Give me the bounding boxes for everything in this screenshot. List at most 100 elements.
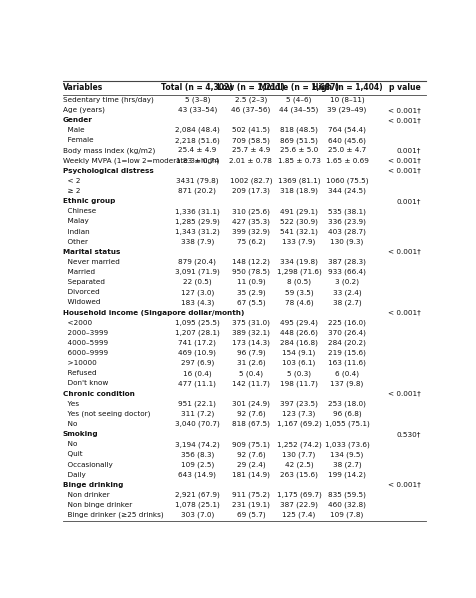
Text: Total (n = 4,302): Total (n = 4,302) <box>161 83 233 92</box>
Text: 154 (9.1): 154 (9.1) <box>282 350 315 356</box>
Text: 477 (11.1): 477 (11.1) <box>178 380 216 387</box>
Text: 491 (29.1): 491 (29.1) <box>279 208 317 215</box>
Text: < 0.001†: < 0.001† <box>387 168 420 174</box>
Text: 109 (7.8): 109 (7.8) <box>330 512 363 518</box>
Text: 389 (32.1): 389 (32.1) <box>231 329 269 336</box>
Text: Widowed: Widowed <box>62 300 100 306</box>
Text: 460 (32.8): 460 (32.8) <box>327 502 365 508</box>
Text: 3,194 (74.2): 3,194 (74.2) <box>175 441 219 447</box>
Text: 183 (4.3): 183 (4.3) <box>180 299 214 306</box>
Text: Smoking: Smoking <box>62 431 98 437</box>
Text: 6 (0.4): 6 (0.4) <box>334 370 358 377</box>
Text: 871 (20.2): 871 (20.2) <box>178 188 216 194</box>
Text: 1,055 (75.1): 1,055 (75.1) <box>324 421 368 427</box>
Text: 818 (67.5): 818 (67.5) <box>231 421 269 427</box>
Text: 5 (4–6): 5 (4–6) <box>286 97 311 103</box>
Text: 375 (31.0): 375 (31.0) <box>231 319 269 326</box>
Text: 1369 (81.1): 1369 (81.1) <box>277 178 319 184</box>
Text: 173 (14.3): 173 (14.3) <box>231 340 269 346</box>
Text: Male: Male <box>62 127 84 133</box>
Text: 2.5 (2–3): 2.5 (2–3) <box>234 97 267 103</box>
Text: 869 (51.5): 869 (51.5) <box>279 137 317 144</box>
Text: Refused: Refused <box>62 370 96 376</box>
Text: 199 (14.2): 199 (14.2) <box>327 471 365 478</box>
Text: Quit: Quit <box>62 451 82 457</box>
Text: 1,252 (74.2): 1,252 (74.2) <box>276 441 321 447</box>
Text: 35 (2.9): 35 (2.9) <box>236 289 265 295</box>
Text: < 0.001†: < 0.001† <box>387 390 420 396</box>
Text: 43 (33–54): 43 (33–54) <box>178 106 217 113</box>
Text: 1,336 (31.1): 1,336 (31.1) <box>175 208 219 215</box>
Text: 1,095 (25.5): 1,095 (25.5) <box>175 319 219 326</box>
Text: 219 (15.6): 219 (15.6) <box>327 350 365 356</box>
Text: Indian: Indian <box>62 228 89 234</box>
Text: Don't know: Don't know <box>62 380 108 386</box>
Text: <2000: <2000 <box>62 320 91 326</box>
Text: 46 (37–56): 46 (37–56) <box>231 106 270 113</box>
Text: 2,921 (67.9): 2,921 (67.9) <box>175 492 219 498</box>
Text: 181 (14.9): 181 (14.9) <box>231 471 269 478</box>
Text: 1,343 (31.2): 1,343 (31.2) <box>175 228 219 235</box>
Text: 909 (75.1): 909 (75.1) <box>231 441 269 447</box>
Text: 134 (9.5): 134 (9.5) <box>330 451 363 457</box>
Text: 263 (15.6): 263 (15.6) <box>279 471 317 478</box>
Text: < 0.001†: < 0.001† <box>387 158 420 164</box>
Text: < 2: < 2 <box>62 178 80 184</box>
Text: 311 (7.2): 311 (7.2) <box>180 411 214 417</box>
Text: 25.0 ± 4.7: 25.0 ± 4.7 <box>327 148 366 154</box>
Text: 109 (2.5): 109 (2.5) <box>180 461 214 468</box>
Text: 198 (11.7): 198 (11.7) <box>279 380 317 387</box>
Text: 92 (7.6): 92 (7.6) <box>236 451 265 457</box>
Text: 2,084 (48.4): 2,084 (48.4) <box>175 127 219 133</box>
Text: 399 (32.9): 399 (32.9) <box>231 228 269 235</box>
Text: 96 (7.9): 96 (7.9) <box>236 350 265 356</box>
Text: 1,078 (25.1): 1,078 (25.1) <box>175 502 219 508</box>
Text: 879 (20.4): 879 (20.4) <box>178 259 216 265</box>
Text: Daily: Daily <box>62 472 85 478</box>
Text: Malay: Malay <box>62 218 88 224</box>
Text: 1.83 ± 0.74: 1.83 ± 0.74 <box>176 158 218 164</box>
Text: 1,167 (69.2): 1,167 (69.2) <box>276 421 321 427</box>
Text: 75 (6.2): 75 (6.2) <box>236 239 265 245</box>
Text: 6000–9999: 6000–9999 <box>62 350 108 356</box>
Text: Binge drinking: Binge drinking <box>62 482 123 488</box>
Text: 42 (2.5): 42 (2.5) <box>284 461 313 468</box>
Text: 2.01 ± 0.78: 2.01 ± 0.78 <box>229 158 272 164</box>
Text: 3,091 (71.9): 3,091 (71.9) <box>175 269 219 275</box>
Text: 125 (7.4): 125 (7.4) <box>282 512 315 518</box>
Text: < 0.001†: < 0.001† <box>387 117 420 123</box>
Text: 96 (6.8): 96 (6.8) <box>332 411 361 417</box>
Text: 1060 (75.5): 1060 (75.5) <box>325 178 367 184</box>
Text: 3,040 (70.7): 3,040 (70.7) <box>175 421 219 427</box>
Text: 69 (5.7): 69 (5.7) <box>236 512 265 518</box>
Text: Non drinker: Non drinker <box>62 492 109 498</box>
Text: 403 (28.7): 403 (28.7) <box>327 228 365 235</box>
Text: 370 (26.4): 370 (26.4) <box>327 329 365 336</box>
Text: Female: Female <box>62 138 93 144</box>
Text: Divorced: Divorced <box>62 289 99 295</box>
Text: 1,298 (71.6): 1,298 (71.6) <box>276 269 321 275</box>
Text: 764 (54.4): 764 (54.4) <box>327 127 365 133</box>
Text: Low (n = 1,211): Low (n = 1,211) <box>217 83 284 92</box>
Text: < 0.001†: < 0.001† <box>387 107 420 113</box>
Text: 640 (45.6): 640 (45.6) <box>327 137 365 144</box>
Text: Yes: Yes <box>62 401 79 407</box>
Text: 253 (18.0): 253 (18.0) <box>327 401 365 407</box>
Text: p value: p value <box>388 83 420 92</box>
Text: Other: Other <box>62 239 88 245</box>
Text: 31 (2.6): 31 (2.6) <box>236 360 265 367</box>
Text: Middle (n = 1,687): Middle (n = 1,687) <box>258 83 338 92</box>
Text: 344 (24.5): 344 (24.5) <box>327 188 365 194</box>
Text: Marital status: Marital status <box>62 249 119 255</box>
Text: 78 (4.6): 78 (4.6) <box>284 299 313 306</box>
Text: < 0.001†: < 0.001† <box>387 482 420 488</box>
Text: 25.4 ± 4.9: 25.4 ± 4.9 <box>178 148 216 154</box>
Text: 0.530†: 0.530† <box>396 431 420 437</box>
Text: 284 (20.2): 284 (20.2) <box>327 340 365 346</box>
Text: 137 (9.8): 137 (9.8) <box>330 380 363 387</box>
Text: 933 (66.4): 933 (66.4) <box>327 269 365 275</box>
Text: 103 (6.1): 103 (6.1) <box>282 360 315 367</box>
Text: 1002 (82.7): 1002 (82.7) <box>229 178 272 184</box>
Text: 1,207 (28.1): 1,207 (28.1) <box>175 329 219 336</box>
Text: 5 (3–8): 5 (3–8) <box>184 97 209 103</box>
